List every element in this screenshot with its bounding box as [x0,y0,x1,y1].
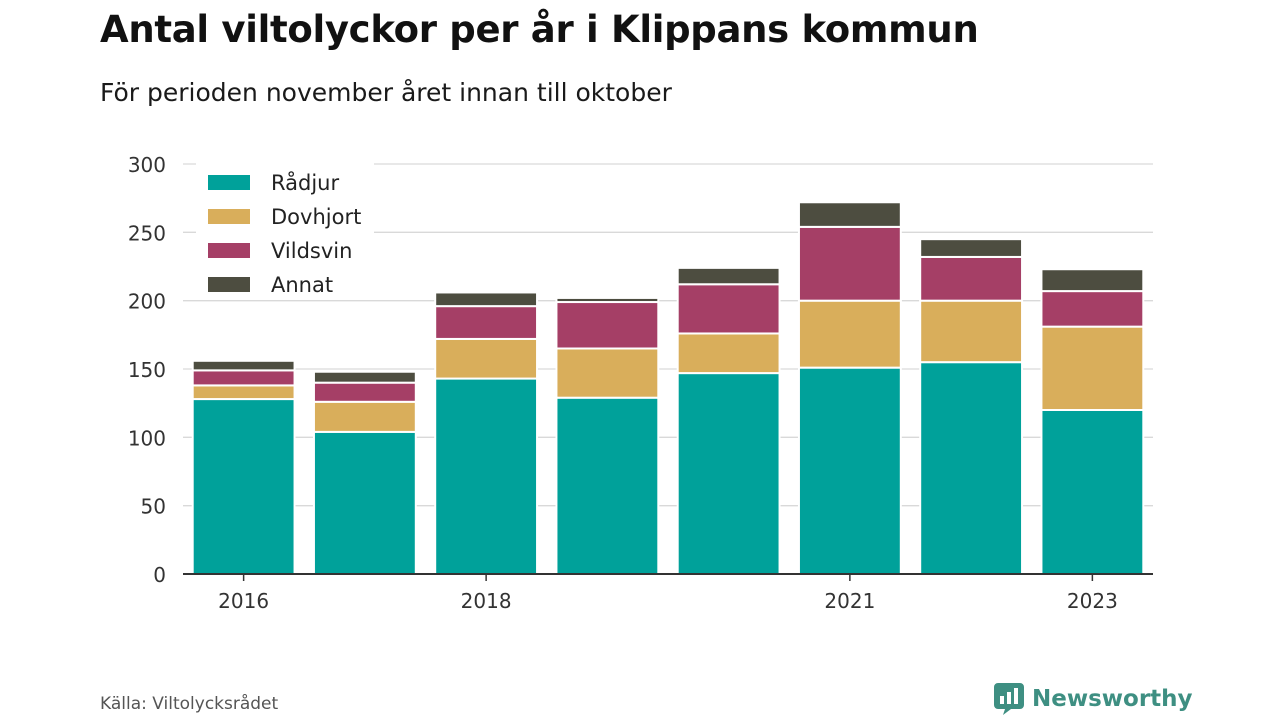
bar-segment-vildsvin: Vildsvin 2017: 14 [312,381,417,403]
bar-segment-vildsvin: Vildsvin 2021: 54 [797,225,902,302]
bar-segment-annat: Annat 2019: 3 [555,296,660,304]
source-note: Källa: Viltolycksrådet [100,694,279,714]
bar-segment-vildsvin: Vildsvin 2019: 34 [555,301,660,350]
x-axis: 2016 2018 2021 2023 [183,573,1153,613]
bar-segment-rådjur: Rådjur 2023: 120 [1040,409,1145,575]
bar-segment-rådjur: Rådjur 2020: 147 [676,372,781,575]
y-tick-label: 0 [153,563,166,587]
x-tick-label: 2023 [1067,589,1118,613]
legend-swatch-dovhjort [208,209,250,224]
bar-segment-dovhjort: Dovhjort 2023: 61 [1040,325,1145,411]
legend: Rådjur Dovhjort Vildsvin Annat [196,160,374,300]
bar-stack-2018: Rådjur 2018: 143Dovhjort 2018: 29Vildsvi… [434,291,539,576]
brand-name: Newsworthy [1032,686,1193,712]
bar-stack-2022: Rådjur 2022: 155Dovhjort 2022: 45Vildsvi… [919,238,1024,575]
bar-stack-2017: Rådjur 2017: 104Dovhjort 2017: 22Vildsvi… [312,370,417,575]
legend-label: Annat [271,273,333,297]
bar-segment-vildsvin: Vildsvin 2016: 11 [191,369,296,387]
x-tick-label: 2018 [461,589,512,613]
x-tick-label: 2021 [824,589,875,613]
bar-stack-2019: Rådjur 2019: 129Dovhjort 2019: 36Vildsvi… [555,296,660,576]
bar-segment-annat: Annat 2017: 8 [312,370,417,384]
bar-segment-vildsvin: Vildsvin 2023: 26 [1040,290,1145,328]
bar-stack-2021: Rådjur 2021: 151Dovhjort 2021: 49Vildsvi… [797,201,902,575]
bar-segment-rådjur: Rådjur 2017: 104 [312,430,417,575]
bar-segment-annat: Annat 2020: 12 [676,266,781,286]
bar-segment-dovhjort: Dovhjort 2019: 36 [555,347,660,399]
y-tick-label: 100 [128,426,166,450]
legend-swatch-annat [208,277,250,292]
bar-segment-vildsvin: Vildsvin 2022: 32 [919,255,1024,302]
bar-segment-dovhjort: Dovhjort 2018: 29 [434,337,539,380]
legend-label: Dovhjort [271,205,361,229]
y-tick-label: 50 [141,495,166,519]
bar-segment-dovhjort: Dovhjort 2016: 10 [191,384,296,401]
newsworthy-logo-icon [994,683,1024,715]
x-tick-label: 2016 [218,589,269,613]
bar-stack-2023: Rådjur 2023: 120Dovhjort 2023: 61Vildsvi… [1040,268,1145,575]
bar-segment-annat: Annat 2021: 18 [797,201,902,228]
bar-segment-annat: Annat 2022: 13 [919,238,1024,258]
legend-label: Rådjur [271,170,339,195]
chart-title: Antal viltolyckor per år i Klippans komm… [100,8,979,51]
bar-segment-annat: Annat 2023: 16 [1040,268,1145,293]
bar-segment-dovhjort: Dovhjort 2017: 22 [312,400,417,433]
bar-segment-rådjur: Rådjur 2018: 143 [434,377,539,576]
legend-swatch-vildsvin [208,243,250,258]
bar-segment-rådjur: Rådjur 2019: 129 [555,396,660,576]
bar-segment-rådjur: Rådjur 2021: 151 [797,366,902,575]
bar-segment-vildsvin: Vildsvin 2018: 24 [434,305,539,340]
brand-logo: Newsworthy [994,683,1193,715]
bar-segment-annat: Annat 2016: 7 [191,359,296,372]
y-tick-label: 200 [128,290,166,314]
y-tick-label: 250 [128,221,166,245]
bar-segment-dovhjort: Dovhjort 2020: 29 [676,332,781,375]
bar-stack-2016: Rådjur 2016: 128Dovhjort 2016: 10Vildsvi… [191,359,296,576]
chart-subtitle: För perioden november året innan till ok… [100,78,672,107]
bar-segment-dovhjort: Dovhjort 2021: 49 [797,299,902,369]
y-tick-label: 150 [128,358,166,382]
bar-stack-2020: Rådjur 2020: 147Dovhjort 2020: 29Vildsvi… [676,266,781,575]
bar-segment-vildsvin: Vildsvin 2020: 36 [676,283,781,335]
bars: Rådjur 2016: 128Dovhjort 2016: 10Vildsvi… [191,201,1145,576]
bar-segment-rådjur: Rådjur 2022: 155 [919,361,1024,575]
y-tick-label: 300 [128,153,166,177]
bar-segment-annat: Annat 2018: 10 [434,291,539,308]
y-axis-tick-labels: 0 50 100 150 200 250 300 [128,153,166,587]
legend-swatch-rådjur [208,175,250,190]
legend-label: Vildsvin [271,239,352,263]
bar-segment-rådjur: Rådjur 2016: 128 [191,398,296,576]
bar-segment-dovhjort: Dovhjort 2022: 45 [919,299,1024,364]
